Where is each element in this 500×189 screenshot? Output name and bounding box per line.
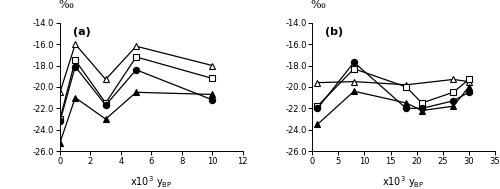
Text: ‰: ‰ [310, 0, 326, 10]
Text: ‰: ‰ [58, 0, 73, 10]
Text: x10$^3$ y$_{\mathregular{BP}}$: x10$^3$ y$_{\mathregular{BP}}$ [130, 174, 172, 189]
Text: (b): (b) [325, 26, 343, 36]
Text: (a): (a) [73, 26, 90, 36]
Text: x10$^3$ y$_{\mathregular{BP}}$: x10$^3$ y$_{\mathregular{BP}}$ [382, 174, 425, 189]
